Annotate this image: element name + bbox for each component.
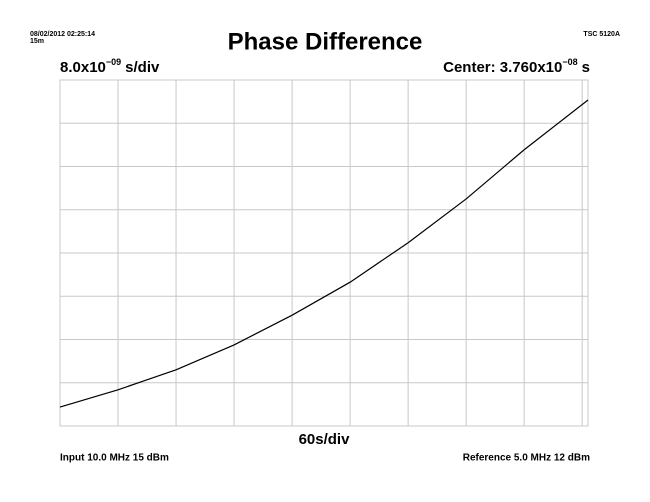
instrument: TSC 5120A <box>583 31 620 38</box>
timestamp: 08/02/2012 02:25:14 <box>30 31 95 38</box>
x-scale: 60s/div <box>299 431 351 448</box>
line <box>59 99 589 408</box>
plot-border <box>59 79 589 427</box>
input: Input 10.0 MHz 15 dBm <box>60 453 169 464</box>
y-scale: 8.0x10−09 s/div <box>60 57 160 76</box>
center: Center: 3.760x10−08 s <box>443 57 590 76</box>
reference: Reference 5.0 MHz 12 dBm <box>463 453 590 464</box>
duration: 15m <box>30 38 44 45</box>
chart-title: Phase Difference <box>228 28 423 55</box>
